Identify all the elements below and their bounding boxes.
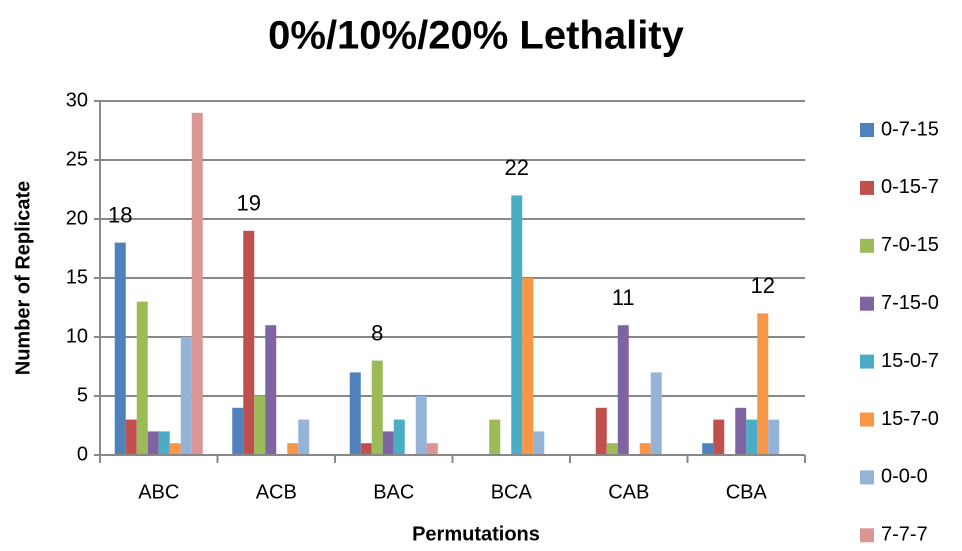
bar xyxy=(489,419,501,455)
bar xyxy=(735,407,747,455)
x-tick-label: CAB xyxy=(608,481,649,503)
bar xyxy=(768,419,780,455)
bar xyxy=(158,431,170,455)
data-label: 22 xyxy=(505,155,529,180)
bar xyxy=(191,112,203,456)
bar xyxy=(650,372,662,455)
legend-swatch xyxy=(860,296,874,311)
legend-label: 0-7-15 xyxy=(881,118,939,140)
bar xyxy=(533,431,545,455)
bar xyxy=(426,443,438,455)
bar xyxy=(360,443,372,455)
bar xyxy=(287,443,299,455)
legend-swatch xyxy=(860,412,874,427)
legend-swatch xyxy=(860,528,874,543)
x-tick-label: BAC xyxy=(373,481,414,503)
data-label: 18 xyxy=(108,202,132,227)
data-label: 11 xyxy=(612,285,635,310)
bar xyxy=(114,242,126,455)
bar xyxy=(136,301,148,455)
bar xyxy=(713,419,725,455)
legend-swatch xyxy=(860,180,874,195)
bar xyxy=(415,396,427,455)
bar xyxy=(349,372,361,455)
y-tick-label: 20 xyxy=(66,207,88,229)
bar xyxy=(180,337,192,455)
legend-label: 7-15-0 xyxy=(881,292,939,314)
y-tick-label: 5 xyxy=(77,384,88,406)
legend-swatch xyxy=(860,123,874,137)
y-tick-label: 0 xyxy=(77,443,88,465)
legend-label: 15-0-7 xyxy=(881,350,939,372)
bar xyxy=(254,396,266,455)
bar xyxy=(265,325,277,455)
bar xyxy=(606,443,618,455)
legend-swatch xyxy=(860,354,874,369)
x-tick-label: ABC xyxy=(138,481,179,503)
bar xyxy=(511,195,523,455)
x-tick-label: CBA xyxy=(726,481,768,503)
bar xyxy=(639,443,651,455)
bar xyxy=(595,407,607,455)
bar xyxy=(169,443,181,455)
y-tick-label: 15 xyxy=(66,266,88,288)
legend-label: 7-7-7 xyxy=(881,524,928,546)
y-tick-label: 30 xyxy=(66,89,88,111)
chart-title: 0%/10%/20% Lethality xyxy=(268,14,684,58)
data-label: 19 xyxy=(237,191,261,216)
x-axis-label: Permutations xyxy=(412,523,540,545)
x-tick-label: BCA xyxy=(491,481,533,503)
bar xyxy=(746,419,758,455)
legend-label: 0-0-0 xyxy=(881,466,928,488)
legend-swatch xyxy=(860,238,874,253)
data-label: 12 xyxy=(751,273,775,298)
bar xyxy=(393,419,405,455)
bar xyxy=(243,230,255,455)
bar xyxy=(522,278,534,455)
bar xyxy=(147,431,159,455)
x-tick-label: ACB xyxy=(256,481,297,503)
bar xyxy=(232,407,244,455)
bar xyxy=(702,443,714,455)
legend-label: 15-7-0 xyxy=(881,408,939,430)
data-label: 8 xyxy=(371,320,383,345)
bar xyxy=(125,419,137,455)
y-tick-label: 10 xyxy=(66,325,88,347)
bar xyxy=(371,360,383,455)
y-tick-label: 25 xyxy=(66,148,88,170)
legend-label: 7-0-15 xyxy=(881,234,939,256)
legend-swatch xyxy=(860,470,874,485)
bar xyxy=(298,419,310,455)
bar xyxy=(617,325,629,455)
legend-label: 0-15-7 xyxy=(881,176,939,198)
y-axis-label: Number of Replicate xyxy=(12,181,34,375)
bar xyxy=(382,431,394,455)
bar xyxy=(757,313,769,455)
